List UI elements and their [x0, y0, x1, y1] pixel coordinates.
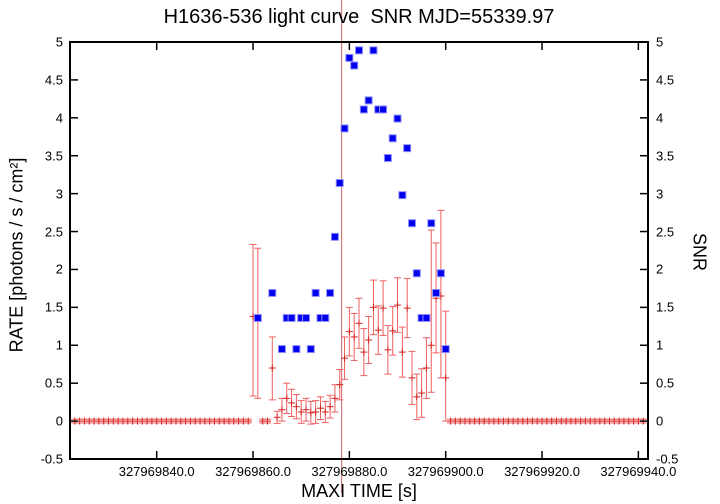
snr-point [277, 345, 286, 354]
snr-point [422, 313, 431, 322]
y-tick-label-right: 3.5 [656, 148, 675, 164]
y-tick-label-right: 0 [656, 413, 664, 429]
y-tick-label-right: 1.5 [656, 299, 675, 315]
y-tick-label-left: 1 [55, 337, 63, 353]
snr-point [398, 191, 407, 200]
snr-point [345, 53, 354, 62]
y-tick-label-right: 4 [656, 110, 664, 126]
snr-point [441, 345, 450, 354]
snr-point [427, 219, 436, 228]
x-tick-label: 327969840.0 [118, 464, 195, 479]
x-tick-label: 327969900.0 [407, 464, 484, 479]
y-axis-label-snr: SNR [689, 232, 710, 272]
x-axis-label: MAXI TIME [s] [301, 481, 417, 501]
y-tick-label-left: 1.5 [44, 299, 63, 315]
y-tick-label-right: 2 [656, 261, 664, 277]
snr-point [388, 134, 397, 143]
y-tick-label-right: -0.5 [656, 451, 679, 467]
snr-point [350, 61, 359, 70]
y-tick-label-left: 3.5 [44, 148, 63, 164]
y-tick-label-left: 4 [55, 110, 63, 126]
x-tick-label: 327969860.0 [215, 464, 291, 479]
y-tick-label-left: 4.5 [44, 72, 63, 88]
snr-point [330, 232, 339, 241]
snr-point [379, 105, 388, 114]
snr-point [287, 313, 296, 322]
snr-point [311, 288, 320, 297]
snr-point [268, 288, 277, 297]
y-tick-label-right: 4.5 [656, 72, 675, 88]
y-axis-label-rate: RATE [photons / s / cm²] [6, 157, 27, 353]
snr-point [306, 345, 315, 354]
y-tick-label-left: 0 [55, 413, 63, 429]
plot-border [69, 41, 649, 460]
snr-point [326, 288, 335, 297]
snr-point [359, 105, 368, 114]
y-tick-label-left: 5 [55, 34, 63, 50]
y-tick-label-left: 3 [55, 186, 63, 202]
snr-point [335, 179, 344, 188]
snr-point [383, 154, 392, 163]
snr-point [407, 219, 416, 228]
snr-point [432, 288, 441, 297]
y-tick-label-right: 1 [656, 337, 664, 353]
snr-point [364, 96, 373, 105]
snr-point [393, 114, 402, 123]
x-tick-label: 327969920.0 [504, 464, 580, 479]
snr-point [403, 144, 412, 153]
snr-point [253, 313, 262, 322]
x-tick-label: 327969880.0 [311, 464, 388, 479]
snr-point [369, 46, 378, 55]
snr-point [412, 269, 421, 278]
chart-title: H1636-536 light curve SNR MJD=55339.97 [163, 6, 555, 28]
y-tick-label-right: 5 [656, 34, 664, 50]
snr-point [302, 313, 311, 322]
y-tick-label-left: 2 [55, 261, 63, 277]
y-tick-label-left: -0.5 [40, 451, 63, 467]
y-tick-label-right: 0.5 [656, 375, 675, 391]
snr-point [355, 46, 363, 55]
y-tick-label-right: 2.5 [656, 224, 675, 240]
x-tick-label: 327969940.0 [600, 464, 677, 479]
snr-point [436, 269, 445, 278]
snr-point [340, 124, 349, 133]
snr-point [321, 313, 330, 322]
y-tick-label-right: 3 [656, 186, 664, 202]
y-tick-label-left: 2.5 [44, 224, 63, 240]
snr-point [292, 345, 301, 354]
y-tick-label-left: 0.5 [44, 375, 63, 391]
